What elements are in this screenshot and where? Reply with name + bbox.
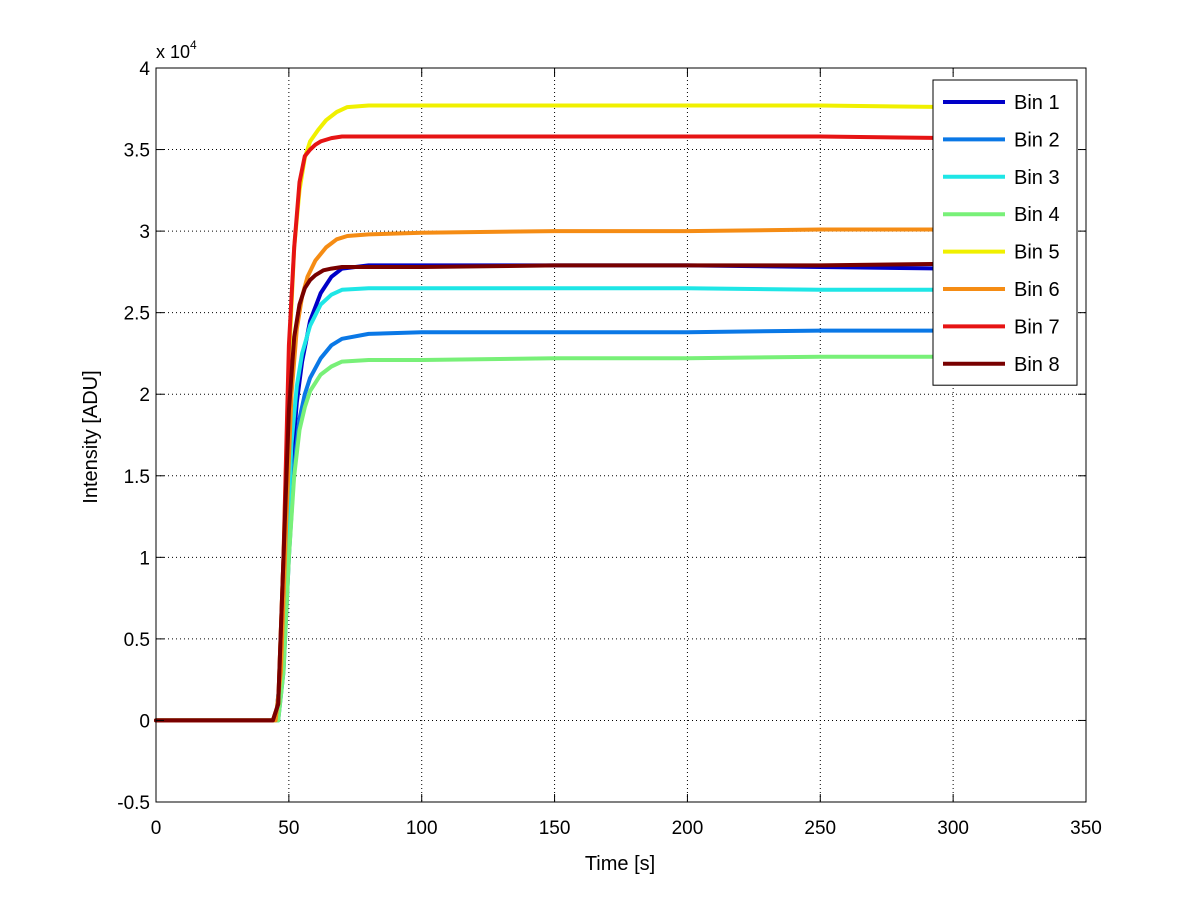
legend-label: Bin 7 (1014, 316, 1060, 338)
series-line (154, 261, 1035, 723)
x-axis-label: Time [s] (585, 853, 655, 875)
legend-label: Bin 3 (1014, 167, 1060, 189)
x-tick-label: 200 (672, 818, 704, 839)
y-tick-label: 1 (139, 548, 150, 569)
x-tick-label: 0 (151, 818, 162, 839)
y-tick-label: 3 (139, 222, 150, 243)
legend: Bin 1 Bin 2 Bin 3 Bin 4 Bin 5 Bin 6 Bin 7 Bin 8 (932, 79, 1078, 386)
legend-label: Bin 4 (1014, 204, 1060, 226)
legend-label: Bin 2 (1014, 129, 1060, 151)
y-tick-label: 2 (139, 385, 150, 406)
x-tick-label: 300 (937, 818, 969, 839)
y-scale-label: x 104 (156, 38, 197, 62)
legend-box (932, 79, 1078, 386)
legend-label: Bin 6 (1014, 279, 1060, 301)
series-layer (154, 103, 1035, 723)
y-tick-label: 3.5 (124, 141, 150, 162)
y-tick-label: 1.5 (124, 467, 150, 488)
x-tick-label: 100 (406, 818, 438, 839)
y-tick-label: 0 (139, 711, 150, 732)
series-line (154, 354, 1035, 723)
legend-label: Bin 8 (1014, 354, 1060, 376)
legend-label: Bin 1 (1014, 92, 1060, 114)
x-tick-label: 350 (1070, 818, 1102, 839)
plot-frame (155, 67, 1087, 803)
y-tick-label: 0.5 (124, 630, 150, 651)
x-tick-label: 250 (804, 818, 836, 839)
y-tick-label: 2.5 (124, 304, 150, 325)
legend-label: Bin 5 (1014, 242, 1060, 264)
x-tick-label: 50 (278, 818, 299, 839)
y-tick-label: 4 (139, 59, 150, 80)
y-scale-exponent: 4 (190, 38, 197, 52)
y-axis-label: Intensity [ADU] (80, 370, 102, 503)
x-tick-label: 150 (539, 818, 571, 839)
ticks: 0 50 100 150 200 250 300 350-0.500.511.522.533.… (117, 59, 1102, 839)
y-tick-label: -0.5 (117, 793, 150, 814)
plot-area (156, 68, 1086, 802)
